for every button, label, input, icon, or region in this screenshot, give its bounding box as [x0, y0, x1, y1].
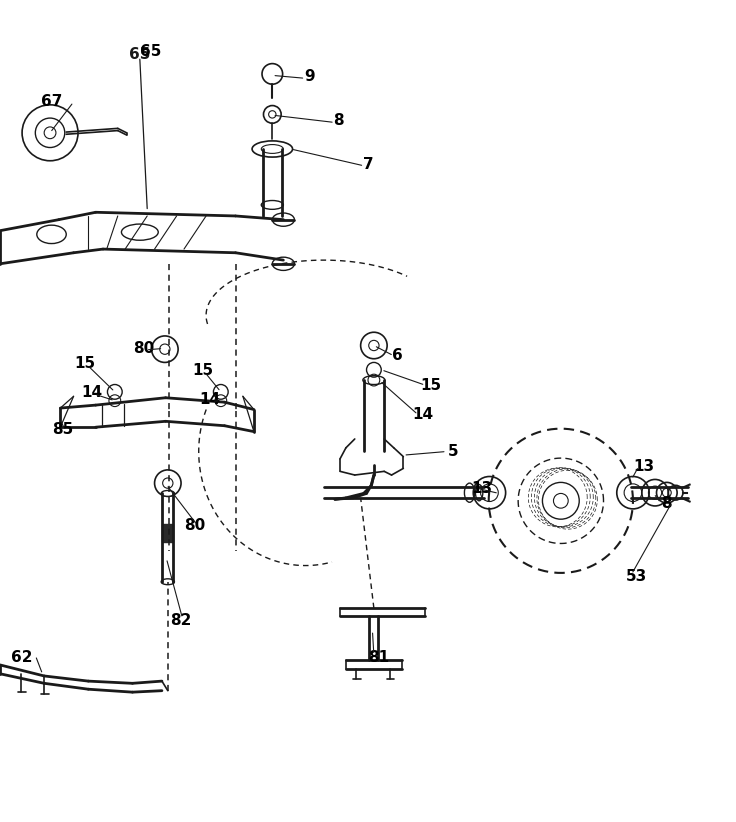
Text: 53: 53	[626, 569, 647, 584]
Text: 81: 81	[369, 650, 389, 665]
Text: 13: 13	[634, 459, 654, 473]
Text: 80: 80	[185, 518, 205, 533]
Text: 13: 13	[472, 481, 492, 496]
Text: 67: 67	[40, 95, 63, 109]
Text: 82: 82	[169, 613, 191, 628]
Text: 15: 15	[420, 378, 441, 393]
Ellipse shape	[161, 579, 174, 584]
Text: 80: 80	[133, 341, 154, 356]
Text: 14: 14	[199, 392, 220, 408]
Ellipse shape	[161, 491, 174, 496]
Bar	[162, 524, 173, 542]
Text: 65: 65	[129, 47, 151, 62]
Text: 5: 5	[447, 444, 458, 459]
Text: 85: 85	[52, 422, 73, 437]
Text: 7: 7	[363, 157, 373, 172]
Text: 62: 62	[11, 650, 33, 665]
Text: 14: 14	[413, 407, 434, 423]
Text: 8: 8	[333, 113, 344, 127]
Text: 8: 8	[661, 496, 671, 510]
Text: 65: 65	[140, 44, 162, 59]
Text: 15: 15	[192, 363, 213, 378]
Text: 14: 14	[82, 385, 102, 400]
Text: 9: 9	[304, 68, 314, 84]
Text: 15: 15	[74, 356, 95, 371]
Text: 6: 6	[392, 349, 403, 363]
